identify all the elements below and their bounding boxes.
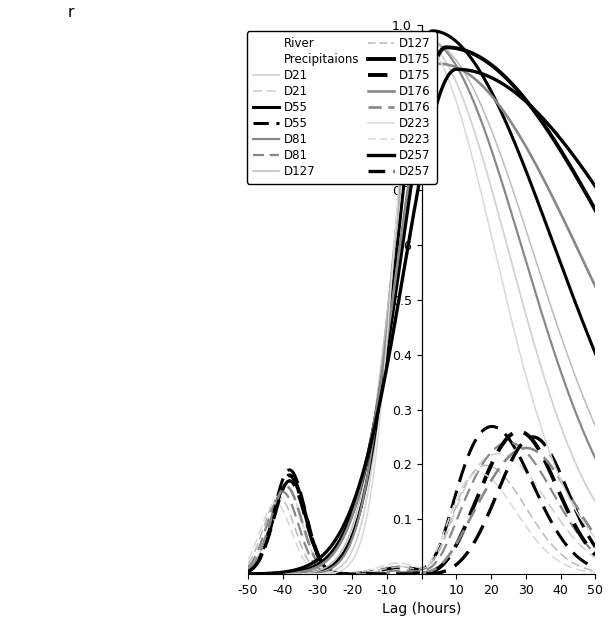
Text: r: r <box>68 5 74 20</box>
X-axis label: Lag (hours): Lag (hours) <box>382 603 462 616</box>
Legend: River, Precipitaions, D21, D21, D55, D55, D81, D81, D127, D127, D175, D175, D176: River, Precipitaions, D21, D21, D55, D55… <box>247 31 437 183</box>
